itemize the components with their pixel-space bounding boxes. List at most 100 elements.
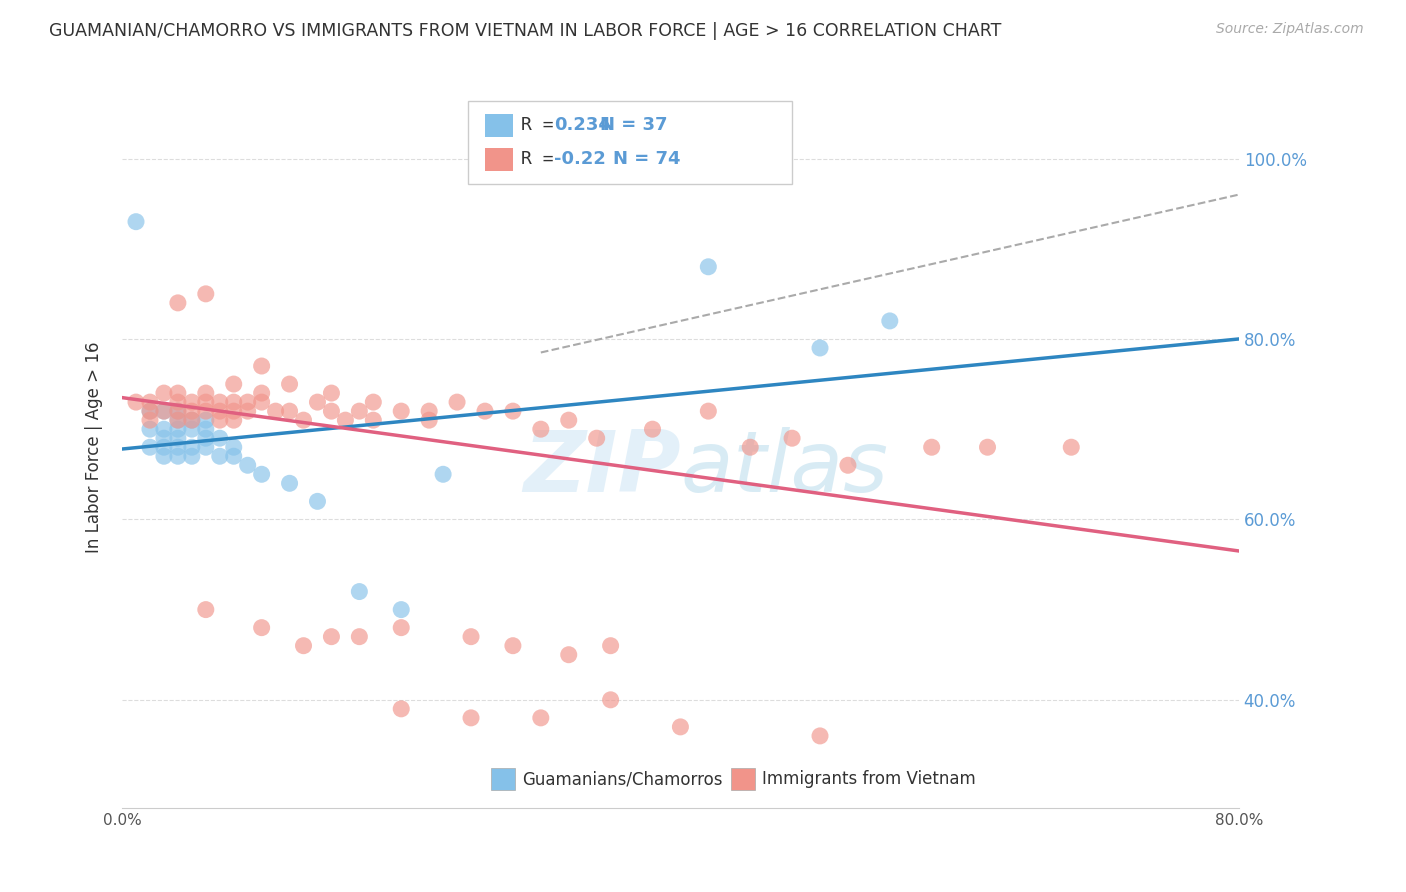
Point	[349, 630, 371, 644]
Point	[167, 413, 190, 427]
Point	[389, 602, 412, 616]
Point	[222, 440, 245, 454]
Point	[363, 395, 385, 409]
Bar	[485, 114, 513, 136]
Text: N = 37: N = 37	[600, 116, 668, 135]
Point	[167, 422, 190, 436]
Point	[180, 422, 202, 436]
Point	[139, 440, 162, 454]
Point	[194, 413, 217, 427]
Point	[167, 431, 190, 445]
Point	[389, 621, 412, 635]
Point	[139, 395, 162, 409]
Point	[669, 720, 692, 734]
Point	[139, 404, 162, 418]
Point	[292, 639, 315, 653]
Point	[222, 395, 245, 409]
Point	[153, 440, 176, 454]
Point	[222, 404, 245, 418]
Point	[194, 602, 217, 616]
Point	[321, 404, 343, 418]
Point	[349, 404, 371, 418]
Point	[585, 431, 607, 445]
Point	[222, 413, 245, 427]
Point	[153, 422, 176, 436]
Bar	[485, 148, 513, 170]
Point	[432, 467, 454, 482]
Point	[125, 395, 148, 409]
Point	[194, 386, 217, 401]
Point	[236, 458, 259, 473]
Bar	[491, 768, 515, 790]
Point	[474, 404, 496, 418]
Point	[208, 413, 231, 427]
Point	[278, 476, 301, 491]
Text: 0.234: 0.234	[554, 116, 612, 135]
Bar	[731, 768, 755, 790]
Point	[250, 386, 273, 401]
Point	[139, 413, 162, 427]
Point	[921, 440, 943, 454]
Point	[335, 413, 357, 427]
Y-axis label: In Labor Force | Age > 16: In Labor Force | Age > 16	[86, 342, 103, 553]
Point	[167, 413, 190, 427]
Point	[530, 711, 553, 725]
Point	[558, 413, 581, 427]
Point	[599, 639, 621, 653]
Text: Immigrants from Vietnam: Immigrants from Vietnam	[762, 770, 976, 789]
Point	[292, 413, 315, 427]
Point	[418, 413, 440, 427]
Point	[180, 413, 202, 427]
Point	[125, 215, 148, 229]
Point	[236, 395, 259, 409]
Point	[460, 711, 482, 725]
Point	[208, 431, 231, 445]
Point	[194, 422, 217, 436]
Text: Guamanians/Chamorros: Guamanians/Chamorros	[522, 770, 723, 789]
Point	[418, 404, 440, 418]
Point	[808, 341, 831, 355]
FancyBboxPatch shape	[468, 101, 792, 184]
Point	[180, 395, 202, 409]
Point	[153, 404, 176, 418]
Point	[180, 449, 202, 463]
Point	[167, 296, 190, 310]
Point	[167, 449, 190, 463]
Point	[502, 404, 524, 418]
Point	[194, 395, 217, 409]
Point	[250, 467, 273, 482]
Point	[599, 693, 621, 707]
Point	[558, 648, 581, 662]
Point	[697, 260, 720, 274]
Point	[208, 404, 231, 418]
Text: atlas: atlas	[681, 427, 889, 510]
Point	[780, 431, 803, 445]
Point	[194, 404, 217, 418]
Point	[208, 449, 231, 463]
Point	[349, 584, 371, 599]
Text: ZIP: ZIP	[523, 427, 681, 510]
Point	[180, 413, 202, 427]
Point	[222, 449, 245, 463]
Point	[250, 621, 273, 635]
Point	[307, 395, 329, 409]
Text: -0.22: -0.22	[554, 150, 606, 169]
Text: Source: ZipAtlas.com: Source: ZipAtlas.com	[1216, 22, 1364, 37]
Point	[976, 440, 998, 454]
Point	[460, 630, 482, 644]
Point	[167, 404, 190, 418]
Point	[194, 286, 217, 301]
Point	[307, 494, 329, 508]
Text: GUAMANIAN/CHAMORRO VS IMMIGRANTS FROM VIETNAM IN LABOR FORCE | AGE > 16 CORRELAT: GUAMANIAN/CHAMORRO VS IMMIGRANTS FROM VI…	[49, 22, 1001, 40]
Point	[321, 386, 343, 401]
Point	[502, 639, 524, 653]
Point	[740, 440, 762, 454]
Point	[641, 422, 664, 436]
Point	[180, 440, 202, 454]
Point	[139, 404, 162, 418]
Point	[530, 422, 553, 436]
Point	[808, 729, 831, 743]
Point	[278, 377, 301, 392]
Point	[153, 449, 176, 463]
Point	[278, 404, 301, 418]
